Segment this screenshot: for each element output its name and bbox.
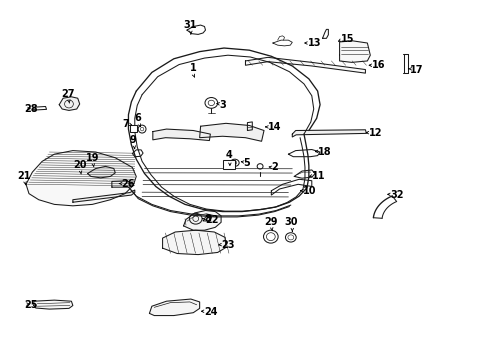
- Text: 12: 12: [368, 129, 382, 138]
- Text: 2: 2: [271, 162, 278, 172]
- Text: 14: 14: [267, 122, 281, 132]
- Text: 32: 32: [390, 190, 404, 200]
- Text: 3: 3: [219, 100, 225, 110]
- Text: 8: 8: [204, 215, 211, 224]
- Text: 21: 21: [17, 171, 31, 181]
- Polygon shape: [245, 57, 365, 73]
- Text: 19: 19: [85, 153, 99, 163]
- Bar: [130, 125, 137, 132]
- Text: 23: 23: [221, 240, 234, 250]
- Text: 4: 4: [225, 150, 232, 160]
- Polygon shape: [34, 300, 73, 309]
- Text: 6: 6: [135, 113, 142, 123]
- Polygon shape: [183, 211, 221, 230]
- Text: 9: 9: [130, 135, 137, 145]
- Polygon shape: [199, 123, 264, 141]
- Text: 1: 1: [189, 63, 196, 73]
- Text: 10: 10: [303, 186, 316, 197]
- Text: 20: 20: [73, 160, 86, 170]
- Polygon shape: [162, 230, 225, 255]
- Polygon shape: [26, 150, 136, 206]
- Text: 15: 15: [340, 35, 354, 44]
- Text: 11: 11: [311, 171, 325, 181]
- Text: 31: 31: [183, 20, 196, 30]
- Text: 18: 18: [317, 147, 330, 157]
- Bar: [223, 160, 234, 169]
- Text: 13: 13: [307, 38, 321, 48]
- Polygon shape: [153, 129, 210, 140]
- Text: 22: 22: [205, 215, 219, 225]
- Polygon shape: [59, 97, 80, 111]
- Text: 16: 16: [371, 60, 385, 70]
- Text: 7: 7: [122, 120, 129, 129]
- Text: 25: 25: [24, 300, 38, 310]
- Text: 27: 27: [61, 89, 75, 99]
- Polygon shape: [112, 181, 131, 187]
- Text: 26: 26: [122, 179, 135, 189]
- Text: 29: 29: [264, 217, 277, 226]
- Polygon shape: [149, 299, 199, 316]
- Polygon shape: [87, 166, 115, 178]
- Polygon shape: [339, 41, 369, 62]
- Text: 5: 5: [243, 158, 250, 168]
- Text: 17: 17: [409, 64, 423, 75]
- Text: 24: 24: [204, 307, 218, 317]
- Polygon shape: [292, 130, 366, 137]
- Text: 28: 28: [24, 104, 38, 114]
- Text: 30: 30: [284, 217, 298, 227]
- Polygon shape: [73, 190, 135, 202]
